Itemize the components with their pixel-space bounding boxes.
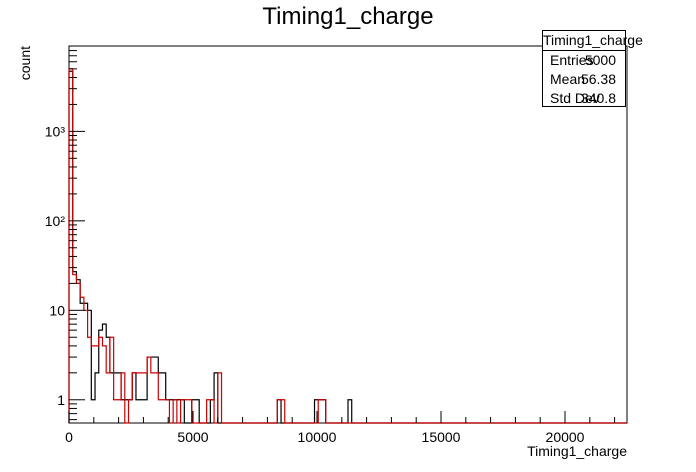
x-tick-label: 15000 — [422, 429, 461, 445]
stats-mean-value: 56.38 — [580, 71, 616, 87]
y-axis-label: count — [17, 46, 33, 80]
stats-row-stddev: Std Dev 340.8 — [543, 89, 625, 108]
x-tick-label: 10000 — [298, 429, 337, 445]
x-axis-label: Timing1_charge — [527, 443, 627, 459]
histogram-series-0 — [68, 70, 627, 424]
x-tick-label: 20000 — [546, 429, 585, 445]
histogram-bars-layer — [68, 68, 627, 424]
stats-entries-value: 5000 — [584, 52, 616, 68]
chart-title: Timing1_charge — [262, 3, 433, 30]
stats-title: Timing1_charge — [543, 31, 643, 51]
stats-row-entries: Entries 5000 — [543, 51, 625, 70]
x-tick-label: 0 — [65, 429, 73, 445]
x-tick-label: 5000 — [177, 429, 208, 445]
stats-mean-label: Mean — [550, 71, 586, 87]
stats-entries-label: Entries — [550, 52, 594, 68]
histogram-series-1 — [68, 68, 627, 424]
y-tick-label: 1 — [57, 392, 65, 408]
stats-stddev-value: 340.8 — [580, 90, 616, 106]
stats-stddev-label: Std Dev — [550, 90, 600, 106]
y-tick-label: 10³ — [45, 123, 66, 139]
stats-row-mean: Mean 56.38 — [543, 70, 625, 89]
y-tick-label: 10² — [45, 213, 66, 229]
y-tick-label: 10 — [49, 302, 65, 318]
stats-box: Timing1_charge Entries 5000 Mean 56.38 S… — [542, 30, 643, 108]
axes-layer: 0 5000 10000 15000 20000 1 10 10² 10³ — [45, 45, 616, 445]
